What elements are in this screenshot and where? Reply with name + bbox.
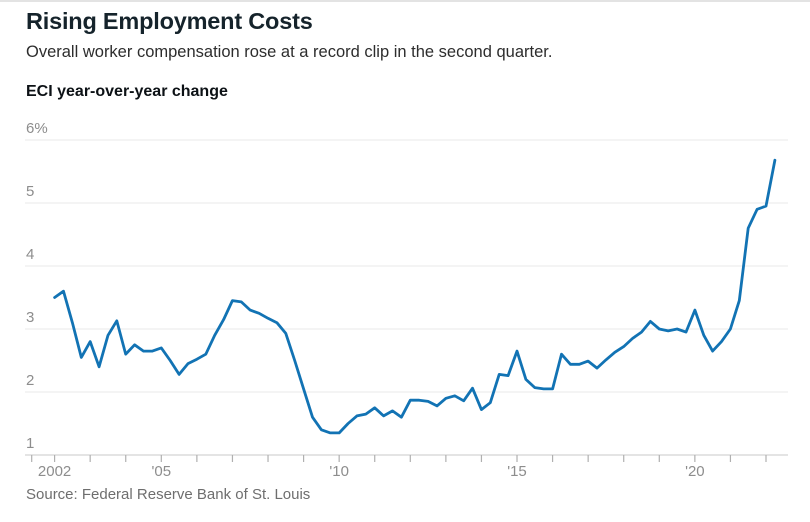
x-axis-label-2005: '05 [152,463,172,480]
x-axis-label-2015: '15 [507,463,527,480]
x-axis-label-2010: '10 [329,463,349,480]
y-axis-label-4: 4 [26,246,34,263]
y-axis-label-2: 2 [26,372,34,389]
y-axis-label-5: 5 [26,183,34,200]
x-axis-label-2020: '20 [685,463,705,480]
y-axis-label-6: 6% [26,120,48,137]
chart-subtitle: Overall worker compensation rose at a re… [26,43,553,61]
chart-series-label: ECI year-over-year change [26,83,228,100]
y-axis-label-1: 1 [26,435,34,452]
top-edge-divider [0,0,810,2]
x-axis-label-2002: 2002 [38,463,71,480]
source-note: Source: Federal Reserve Bank of St. Loui… [26,486,311,503]
eci-line [53,158,777,435]
y-axis-label-3: 3 [26,309,34,326]
chart-title: Rising Employment Costs [26,8,313,34]
